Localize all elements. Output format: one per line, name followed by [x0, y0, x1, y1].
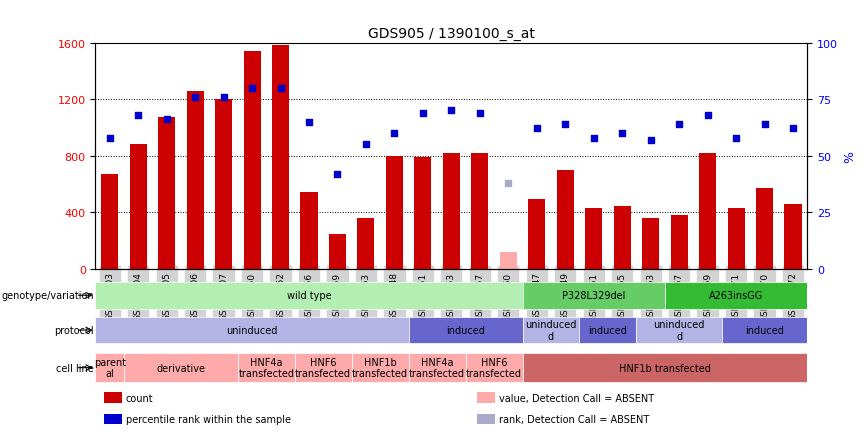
FancyBboxPatch shape — [523, 282, 665, 309]
FancyBboxPatch shape — [238, 353, 295, 382]
Bar — [671, 215, 687, 269]
Text: uninduced
d: uninduced d — [525, 319, 576, 341]
Bar — [785, 204, 801, 269]
Point — [444, 108, 458, 115]
Bar — [102, 174, 118, 269]
Text: P328L329del: P328L329del — [562, 291, 626, 300]
Text: rank, Detection Call = ABSENT: rank, Detection Call = ABSENT — [499, 414, 649, 424]
Point — [160, 117, 174, 124]
Text: uninduced: uninduced — [227, 326, 278, 335]
Text: induced: induced — [446, 326, 485, 335]
Point — [786, 126, 800, 133]
FancyBboxPatch shape — [465, 353, 523, 382]
Text: induced: induced — [745, 326, 784, 335]
FancyBboxPatch shape — [352, 353, 409, 382]
Text: parent
al: parent al — [94, 357, 126, 378]
Point — [387, 130, 401, 137]
Bar — [642, 218, 659, 269]
Bar — [329, 234, 346, 269]
Bar — [471, 153, 489, 269]
Bar — [443, 153, 460, 269]
Bar — [104, 392, 122, 403]
FancyBboxPatch shape — [665, 282, 807, 309]
FancyBboxPatch shape — [523, 317, 580, 344]
Bar — [104, 414, 122, 424]
Text: protocol: protocol — [55, 326, 94, 335]
Text: uninduced
d: uninduced d — [654, 319, 705, 341]
Text: HNF1b
transfected: HNF1b transfected — [352, 357, 408, 378]
Bar — [614, 207, 631, 269]
Point — [302, 119, 316, 126]
FancyBboxPatch shape — [95, 353, 124, 382]
Bar — [158, 118, 175, 269]
Point — [273, 85, 287, 92]
FancyBboxPatch shape — [95, 282, 523, 309]
Bar — [477, 392, 495, 403]
Point — [131, 112, 145, 119]
Title: GDS905 / 1390100_s_at: GDS905 / 1390100_s_at — [368, 27, 535, 41]
Point — [587, 135, 601, 141]
Point — [729, 135, 743, 141]
FancyBboxPatch shape — [409, 317, 523, 344]
FancyBboxPatch shape — [523, 353, 807, 382]
Text: HNF1b transfected: HNF1b transfected — [619, 363, 711, 373]
Text: A263insGG: A263insGG — [709, 291, 763, 300]
Point — [758, 121, 772, 128]
Point — [672, 121, 686, 128]
Bar — [272, 46, 289, 269]
Bar — [756, 189, 773, 269]
FancyBboxPatch shape — [409, 353, 465, 382]
Text: HNF4a
transfected: HNF4a transfected — [409, 357, 465, 378]
FancyBboxPatch shape — [124, 353, 238, 382]
Text: HNF6
transfected: HNF6 transfected — [295, 357, 352, 378]
Point — [473, 110, 487, 117]
Bar — [187, 92, 204, 269]
FancyBboxPatch shape — [295, 353, 352, 382]
Bar — [215, 100, 232, 269]
Text: percentile rank within the sample: percentile rank within the sample — [126, 414, 291, 424]
Bar — [727, 208, 745, 269]
Text: value, Detection Call = ABSENT: value, Detection Call = ABSENT — [499, 393, 654, 403]
Text: induced: induced — [589, 326, 628, 335]
Point — [188, 94, 202, 101]
Text: derivative: derivative — [156, 363, 206, 373]
Point — [615, 130, 629, 137]
Bar — [129, 145, 147, 269]
Text: wild type: wild type — [286, 291, 332, 300]
Point — [700, 112, 714, 119]
Point — [558, 121, 572, 128]
Text: cell line: cell line — [56, 363, 94, 373]
Text: HNF6
transfected: HNF6 transfected — [466, 357, 522, 378]
Bar — [529, 200, 545, 269]
Bar — [699, 153, 716, 269]
Bar — [414, 158, 431, 269]
Bar — [300, 193, 318, 269]
Bar — [244, 52, 260, 269]
Bar — [585, 208, 602, 269]
Point — [245, 85, 259, 92]
Bar — [556, 171, 574, 269]
Bar — [386, 156, 403, 269]
FancyBboxPatch shape — [636, 317, 722, 344]
FancyBboxPatch shape — [580, 317, 636, 344]
FancyBboxPatch shape — [722, 317, 807, 344]
Text: HNF4a
transfected: HNF4a transfected — [239, 357, 294, 378]
Point — [644, 137, 658, 144]
Point — [529, 126, 543, 133]
Point — [359, 141, 373, 148]
Point — [217, 94, 231, 101]
Bar — [500, 252, 516, 269]
FancyBboxPatch shape — [95, 317, 409, 344]
Bar — [477, 414, 495, 424]
Point — [416, 110, 430, 117]
Text: count: count — [126, 393, 154, 403]
Bar — [358, 218, 374, 269]
Point — [502, 180, 516, 187]
Y-axis label: %: % — [844, 150, 857, 162]
Point — [102, 135, 116, 141]
Text: genotype/variation: genotype/variation — [2, 291, 94, 300]
Point — [331, 171, 345, 178]
